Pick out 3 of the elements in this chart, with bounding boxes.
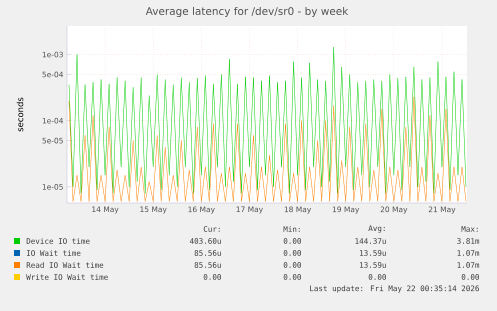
line-series: [68, 46, 466, 194]
y-axis-title: seconds: [16, 98, 24, 132]
chart-title: Average latency for /dev/sr0 - by week: [146, 6, 348, 18]
